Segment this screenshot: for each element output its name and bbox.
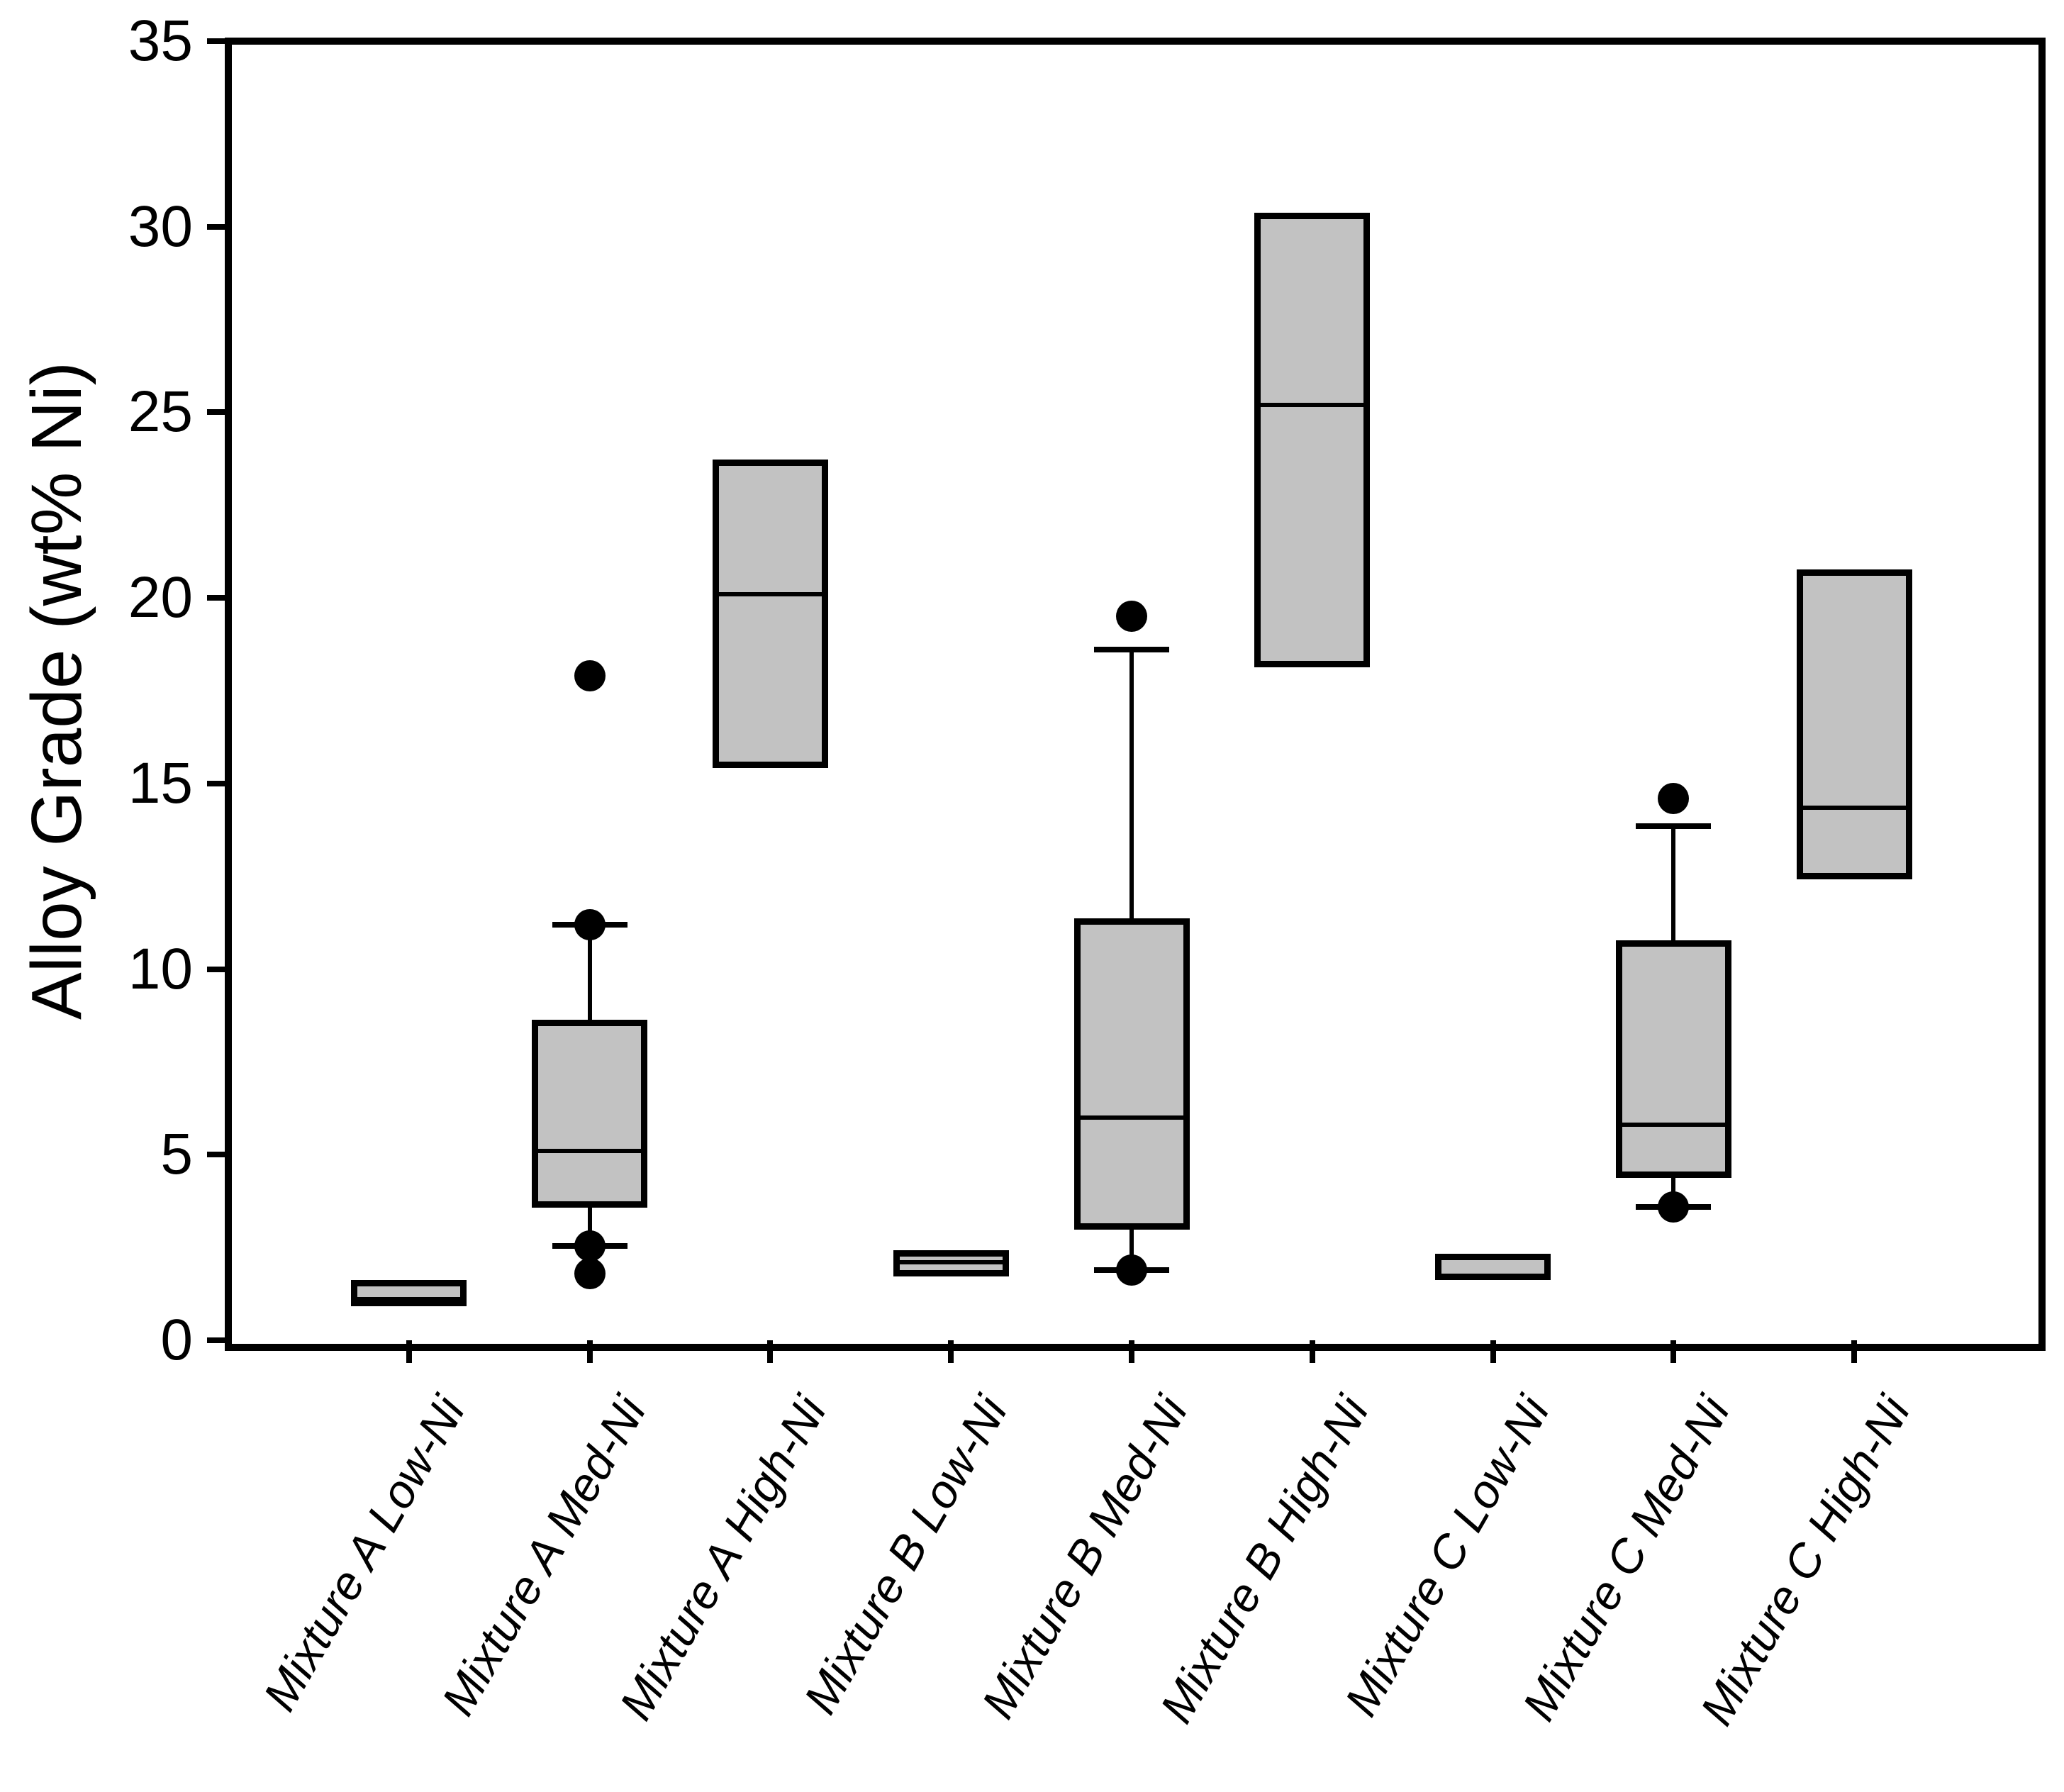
y-axis-title: Alloy Grade (wt% Ni) — [17, 362, 96, 1020]
median-line — [537, 1149, 642, 1154]
median-line — [357, 1297, 462, 1302]
median-line — [718, 591, 822, 596]
median-line — [1260, 402, 1365, 407]
y-axis-tick-label: 35 — [128, 9, 193, 73]
y-axis-tick-label: 25 — [128, 379, 193, 445]
outlier-dot — [574, 660, 606, 692]
x-axis-tick — [1309, 1340, 1315, 1363]
x-axis-tick — [1129, 1340, 1134, 1363]
x-axis-tick-label: Mixture A Low-Ni — [252, 1387, 475, 1720]
x-axis-tick — [767, 1340, 774, 1363]
upper-whisker — [587, 924, 592, 1023]
x-axis-tick — [948, 1340, 954, 1363]
upper-whisker-cap — [1094, 647, 1169, 653]
x-axis-tick-label: Mixture A Med-Ni — [431, 1387, 656, 1724]
lower-whisker — [1671, 1175, 1676, 1207]
y-axis-tick — [207, 595, 228, 601]
lower-whisker — [587, 1204, 592, 1246]
box-6 — [1254, 213, 1371, 668]
box-3 — [712, 460, 828, 768]
box-8 — [1615, 940, 1731, 1179]
x-axis-tick — [1490, 1340, 1496, 1363]
median-line — [898, 1260, 1003, 1265]
y-axis-tick-label: 0 — [160, 1308, 193, 1372]
y-axis-tick — [207, 966, 228, 972]
y-axis-tick-label: 10 — [128, 936, 193, 1001]
y-axis-tick — [207, 1337, 228, 1343]
x-axis-tick — [1851, 1340, 1858, 1363]
box-5 — [1073, 918, 1190, 1230]
y-axis-tick-label: 5 — [160, 1122, 193, 1187]
y-axis-tick — [207, 780, 228, 786]
y-axis-tick — [207, 38, 228, 44]
outlier-dot — [574, 908, 606, 940]
x-axis-tick — [586, 1340, 593, 1363]
y-axis-tick-label: 20 — [128, 565, 193, 630]
box-2 — [532, 1020, 648, 1208]
outlier-dot — [1116, 1254, 1147, 1286]
outlier-dot — [1658, 782, 1690, 814]
outlier-dot — [574, 1230, 606, 1262]
lower-whisker — [1129, 1227, 1134, 1270]
box-1 — [351, 1279, 467, 1306]
box-7 — [1435, 1254, 1551, 1280]
x-axis-tick — [1670, 1340, 1677, 1363]
x-axis-tick-label: Mixture B Med-Ni — [971, 1387, 1198, 1727]
x-axis-tick — [406, 1340, 412, 1363]
y-axis-tick — [207, 223, 228, 230]
median-line — [1621, 1123, 1726, 1128]
upper-whisker — [1129, 650, 1134, 921]
outlier-dot — [1658, 1191, 1690, 1223]
upper-whisker — [1671, 826, 1676, 943]
y-axis-tick-label: 15 — [128, 750, 193, 816]
median-line — [1079, 1115, 1184, 1120]
y-axis-tick — [207, 1152, 228, 1158]
outlier-dot — [574, 1257, 606, 1289]
box-9 — [1796, 569, 1912, 879]
median-line — [1802, 805, 1907, 810]
y-axis-tick-label: 30 — [128, 194, 193, 259]
y-axis-tick — [207, 409, 228, 416]
x-axis-tick-label: Mixture B Low-Ni — [793, 1387, 1017, 1723]
upper-whisker-cap — [1636, 823, 1712, 830]
x-axis-tick-label: Mixture C Low-Ni — [1334, 1387, 1559, 1725]
outlier-dot — [1116, 601, 1147, 633]
